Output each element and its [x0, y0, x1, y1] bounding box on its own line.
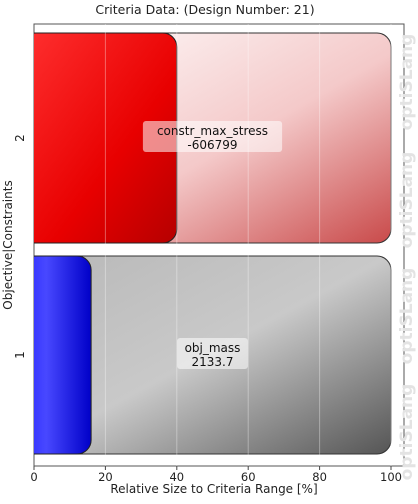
x-tick-label: 60 [241, 470, 256, 484]
watermark-group: optiSLang optiSLang optiSLang optiSLang [397, 34, 417, 481]
bar-name-label: obj_mass [185, 341, 241, 355]
x-tick-label: 80 [312, 470, 327, 484]
y-axis-label: Objective|Constraints [1, 180, 15, 309]
bar-fill [34, 255, 92, 455]
bar-label-box [142, 121, 283, 152]
y-axis: 21 [13, 134, 27, 359]
bar-name-label: constr_max_stress [157, 124, 268, 138]
watermark-text: optiSLang [397, 268, 417, 365]
watermark-text: optiSLang [397, 152, 417, 249]
y-tick-label: 2 [13, 134, 27, 142]
x-axis-label: Relative Size to Criteria Range [%] [110, 482, 317, 496]
watermark-text: optiSLang [397, 384, 417, 481]
x-axis: 0 20 40 60 80 100 [30, 466, 402, 484]
bar-label-box [177, 338, 248, 369]
watermark-text: optiSLang [397, 34, 417, 131]
bar-value-label: 2133.7 [192, 355, 234, 369]
chart-title: Criteria Data: (Design Number: 21) [95, 2, 314, 17]
y-tick-label: 1 [13, 351, 27, 359]
bar-value-label: -606799 [187, 138, 237, 152]
bars-layer [34, 32, 392, 455]
x-tick-label: 40 [169, 470, 184, 484]
grid-layer [104, 24, 392, 466]
x-tick-label: 0 [30, 470, 37, 484]
x-tick-label: 100 [380, 470, 402, 484]
x-tick-label: 20 [98, 470, 113, 484]
